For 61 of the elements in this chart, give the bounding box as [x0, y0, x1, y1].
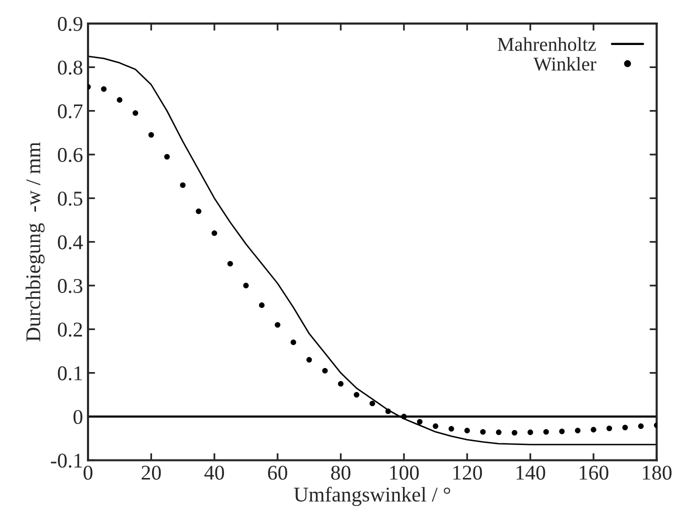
point: [164, 154, 170, 160]
point: [543, 429, 549, 435]
y-tick-label: 0.1: [58, 366, 82, 380]
y-tick-label: 0.2: [58, 322, 82, 337]
point: [116, 97, 122, 103]
y-axis-title: Durchbiegung -w / mm: [26, 142, 45, 342]
point: [322, 368, 328, 374]
point: [227, 260, 233, 266]
x-tick-label: 120: [453, 466, 482, 480]
point: [306, 357, 312, 363]
point: [212, 230, 218, 236]
x-tick-label: 160: [580, 466, 608, 480]
point: [180, 182, 186, 188]
point: [196, 208, 202, 214]
point: [590, 426, 596, 432]
legend-label: Winkler: [534, 56, 596, 71]
point: [354, 392, 360, 398]
x-tick-label: 180: [642, 466, 672, 480]
point: [243, 282, 249, 288]
point: [574, 428, 580, 434]
y-tick-label: 0.7: [58, 104, 83, 118]
point: [385, 408, 391, 414]
point: [512, 430, 518, 436]
point: [101, 86, 107, 92]
point: [448, 426, 454, 432]
x-tick-label: 0: [84, 466, 92, 480]
point: [638, 423, 644, 429]
y-tick-label: 0.6: [58, 148, 83, 162]
x-tick-label: 20: [142, 466, 161, 480]
y-tick-label: 0: [74, 410, 82, 424]
y-tick-label: 0.3: [58, 278, 82, 294]
point: [496, 430, 502, 436]
y-tick-label: 0.8: [58, 60, 82, 75]
x-tick-label: 140: [516, 466, 546, 480]
point: [290, 340, 296, 346]
point: [480, 429, 486, 435]
point: [432, 423, 438, 429]
point: [464, 428, 470, 434]
point: [416, 419, 423, 425]
x-tick-label: 80: [331, 466, 350, 480]
point: [274, 322, 280, 328]
x-axis-title: Umfangswinkel / °: [294, 486, 450, 506]
x-tick-label: 40: [204, 466, 224, 480]
point: [258, 302, 265, 308]
x-tick-label: 100: [390, 466, 419, 480]
point: [132, 110, 138, 116]
y-tick-label: 0.4: [58, 235, 83, 250]
point: [528, 430, 534, 436]
y-tick-label: 0.9: [58, 16, 82, 32]
point: [559, 428, 565, 434]
point: [338, 381, 344, 387]
point: [606, 426, 612, 432]
line-series: [88, 56, 657, 446]
legend-label: Mahrenholtz: [498, 37, 596, 51]
x-tick-label: 60: [268, 466, 288, 480]
point: [622, 424, 628, 430]
point: [401, 414, 407, 420]
point: [148, 132, 154, 138]
y-tick-label: -0.1: [50, 454, 82, 468]
y-tick-label: 0.5: [58, 192, 82, 206]
point: [370, 400, 376, 406]
